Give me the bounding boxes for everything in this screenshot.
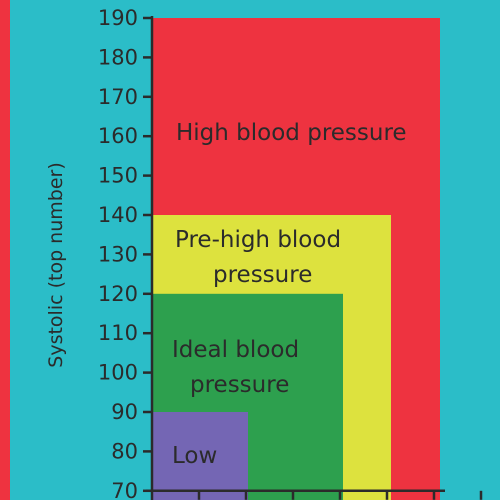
- zone-low: [152, 412, 248, 500]
- y-tick-label-150: 150: [98, 164, 138, 188]
- zone-label-1-line-0: Pre-high blood: [175, 227, 341, 253]
- y-tick-label-160: 160: [98, 124, 138, 148]
- y-tick-label-190: 190: [98, 6, 138, 30]
- zone-label-2-line-0: Ideal blood: [172, 337, 299, 363]
- y-tick-label-120: 120: [98, 282, 138, 306]
- y-tick-label-70: 70: [111, 479, 138, 500]
- y-tick-label-90: 90: [111, 400, 138, 424]
- zone-label-2-line-1: pressure: [190, 372, 289, 398]
- y-tick-label-140: 140: [98, 203, 138, 227]
- y-tick-label-180: 180: [98, 45, 138, 69]
- zone-label-0-line-0: High blood pressure: [176, 120, 407, 146]
- y-tick-label-80: 80: [111, 439, 138, 463]
- left-edge-stripe: [0, 0, 10, 500]
- y-tick-label-110: 110: [98, 321, 138, 345]
- zone-label-3-line-0: Low: [172, 443, 217, 469]
- y-tick-label-170: 170: [98, 85, 138, 109]
- y-tick-label-130: 130: [98, 242, 138, 266]
- y-axis-title: Systolic (top number): [45, 162, 67, 367]
- y-tick-label-100: 100: [98, 361, 138, 385]
- zone-label-1-line-1: pressure: [213, 262, 312, 288]
